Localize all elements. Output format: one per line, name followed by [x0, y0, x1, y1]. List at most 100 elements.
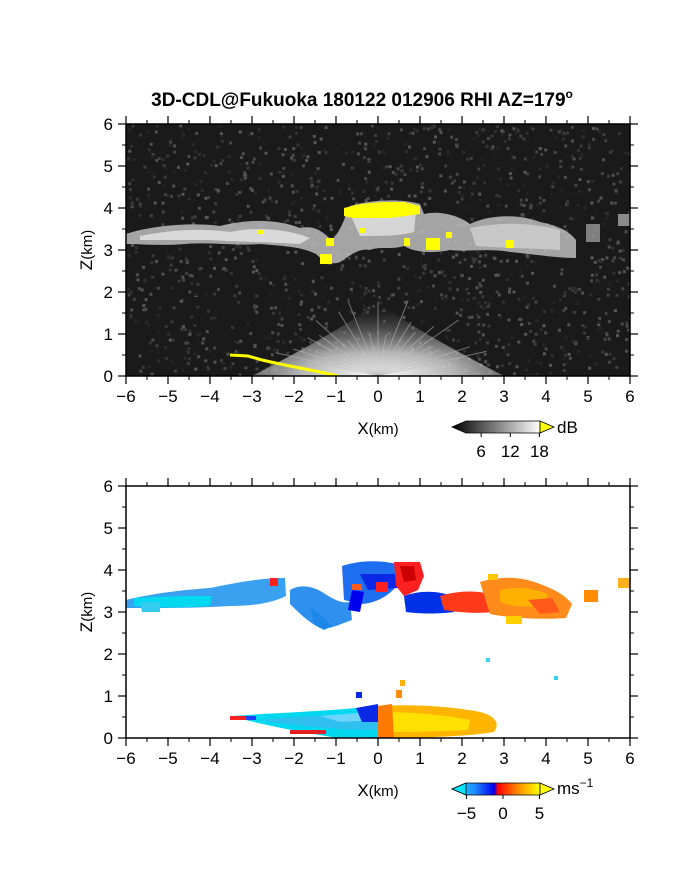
noise-pixel — [486, 312, 490, 316]
noise-pixel — [400, 169, 404, 173]
noise-pixel — [193, 156, 197, 160]
noise-pixel — [453, 276, 457, 279]
noise-pixel — [268, 336, 272, 340]
noise-pixel — [422, 265, 425, 268]
noise-pixel — [380, 198, 384, 202]
noise-pixel — [601, 258, 604, 262]
intensity-xlabel: X(km) — [357, 419, 398, 438]
noise-pixel — [126, 127, 130, 131]
noise-pixel — [460, 274, 464, 278]
noise-pixel — [278, 170, 281, 174]
noise-pixel — [130, 201, 134, 205]
noise-pixel — [612, 357, 616, 361]
noise-pixel — [576, 203, 580, 207]
near-range-ray — [315, 320, 379, 376]
noise-pixel — [277, 180, 281, 184]
noise-pixel — [523, 170, 527, 174]
noise-pixel — [397, 252, 401, 256]
noise-pixel — [180, 327, 184, 331]
noise-pixel — [507, 343, 511, 347]
noise-pixel — [351, 281, 355, 285]
noise-pixel — [455, 172, 459, 176]
noise-pixel — [513, 131, 517, 135]
noise-pixel — [272, 348, 276, 352]
noise-pixel — [166, 255, 170, 259]
noise-pixel — [147, 193, 151, 197]
noise-pixel — [581, 291, 585, 295]
noise-pixel — [305, 159, 309, 163]
noise-pixel — [615, 293, 619, 297]
noise-pixel — [471, 257, 475, 261]
noise-pixel — [505, 326, 509, 330]
near-range-ray — [293, 348, 379, 376]
noise-pixel — [590, 273, 594, 277]
noise-pixel — [432, 140, 436, 144]
noise-pixel — [559, 206, 563, 210]
noise-pixel — [173, 144, 176, 148]
noise-pixel — [411, 131, 415, 135]
noise-pixel — [181, 275, 185, 279]
noise-pixel — [574, 342, 578, 346]
noise-pixel — [235, 245, 239, 249]
noise-pixel — [270, 353, 274, 357]
noise-pixel — [294, 221, 298, 225]
noise-pixel — [258, 177, 262, 181]
noise-pixel — [542, 343, 546, 347]
noise-pixel — [299, 300, 303, 304]
noise-pixel — [290, 158, 294, 162]
noise-pixel — [341, 264, 345, 268]
noise-pixel — [460, 197, 464, 201]
noise-pixel — [507, 318, 511, 322]
intensity-xtick-label: 4 — [541, 387, 550, 406]
noise-pixel — [508, 362, 512, 365]
noise-pixel — [627, 152, 630, 156]
noise-pixel — [131, 124, 135, 128]
noise-pixel — [406, 267, 410, 271]
noise-pixel — [372, 294, 376, 298]
noise-pixel — [161, 158, 165, 162]
noise-pixel — [235, 192, 239, 196]
noise-pixel — [195, 332, 199, 336]
noise-pixel — [172, 361, 176, 365]
noise-pixel — [404, 292, 408, 296]
noise-pixel — [467, 292, 471, 295]
noise-pixel — [329, 224, 333, 228]
noise-pixel — [509, 214, 513, 218]
noise-pixel — [618, 271, 622, 275]
noise-pixel — [573, 286, 576, 290]
noise-pixel — [525, 131, 529, 135]
velocity-xtick-label: −5 — [158, 749, 177, 768]
noise-pixel — [170, 286, 174, 290]
noise-pixel — [484, 253, 488, 257]
noise-pixel — [263, 198, 267, 202]
noise-pixel — [420, 300, 423, 304]
noise-pixel — [167, 256, 171, 260]
noise-pixel — [517, 340, 521, 344]
noise-pixel — [529, 374, 533, 376]
noise-pixel — [513, 194, 517, 198]
noise-pixel — [459, 273, 462, 277]
noise-pixel — [601, 350, 605, 354]
noise-pixel — [578, 156, 582, 160]
noise-pixel — [512, 127, 516, 131]
noise-pixel — [278, 311, 281, 315]
velocity-colorbar-overflow — [539, 782, 556, 796]
noise-pixel — [127, 253, 131, 257]
noise-pixel — [339, 267, 343, 271]
noise-pixel — [349, 310, 353, 314]
noise-pixel — [158, 306, 162, 310]
noise-pixel — [572, 310, 576, 314]
noise-pixel — [287, 295, 291, 299]
noise-pixel — [620, 322, 624, 326]
noise-pixel — [597, 199, 601, 203]
noise-pixel — [195, 292, 198, 296]
noise-pixel — [164, 346, 168, 349]
noise-pixel — [457, 190, 461, 194]
noise-pixel — [150, 154, 154, 158]
noise-pixel — [476, 354, 480, 358]
noise-pixel — [347, 256, 351, 260]
noise-pixel — [611, 246, 615, 250]
noise-pixel — [571, 289, 575, 293]
noise-pixel — [486, 137, 490, 140]
noise-pixel — [592, 137, 595, 141]
